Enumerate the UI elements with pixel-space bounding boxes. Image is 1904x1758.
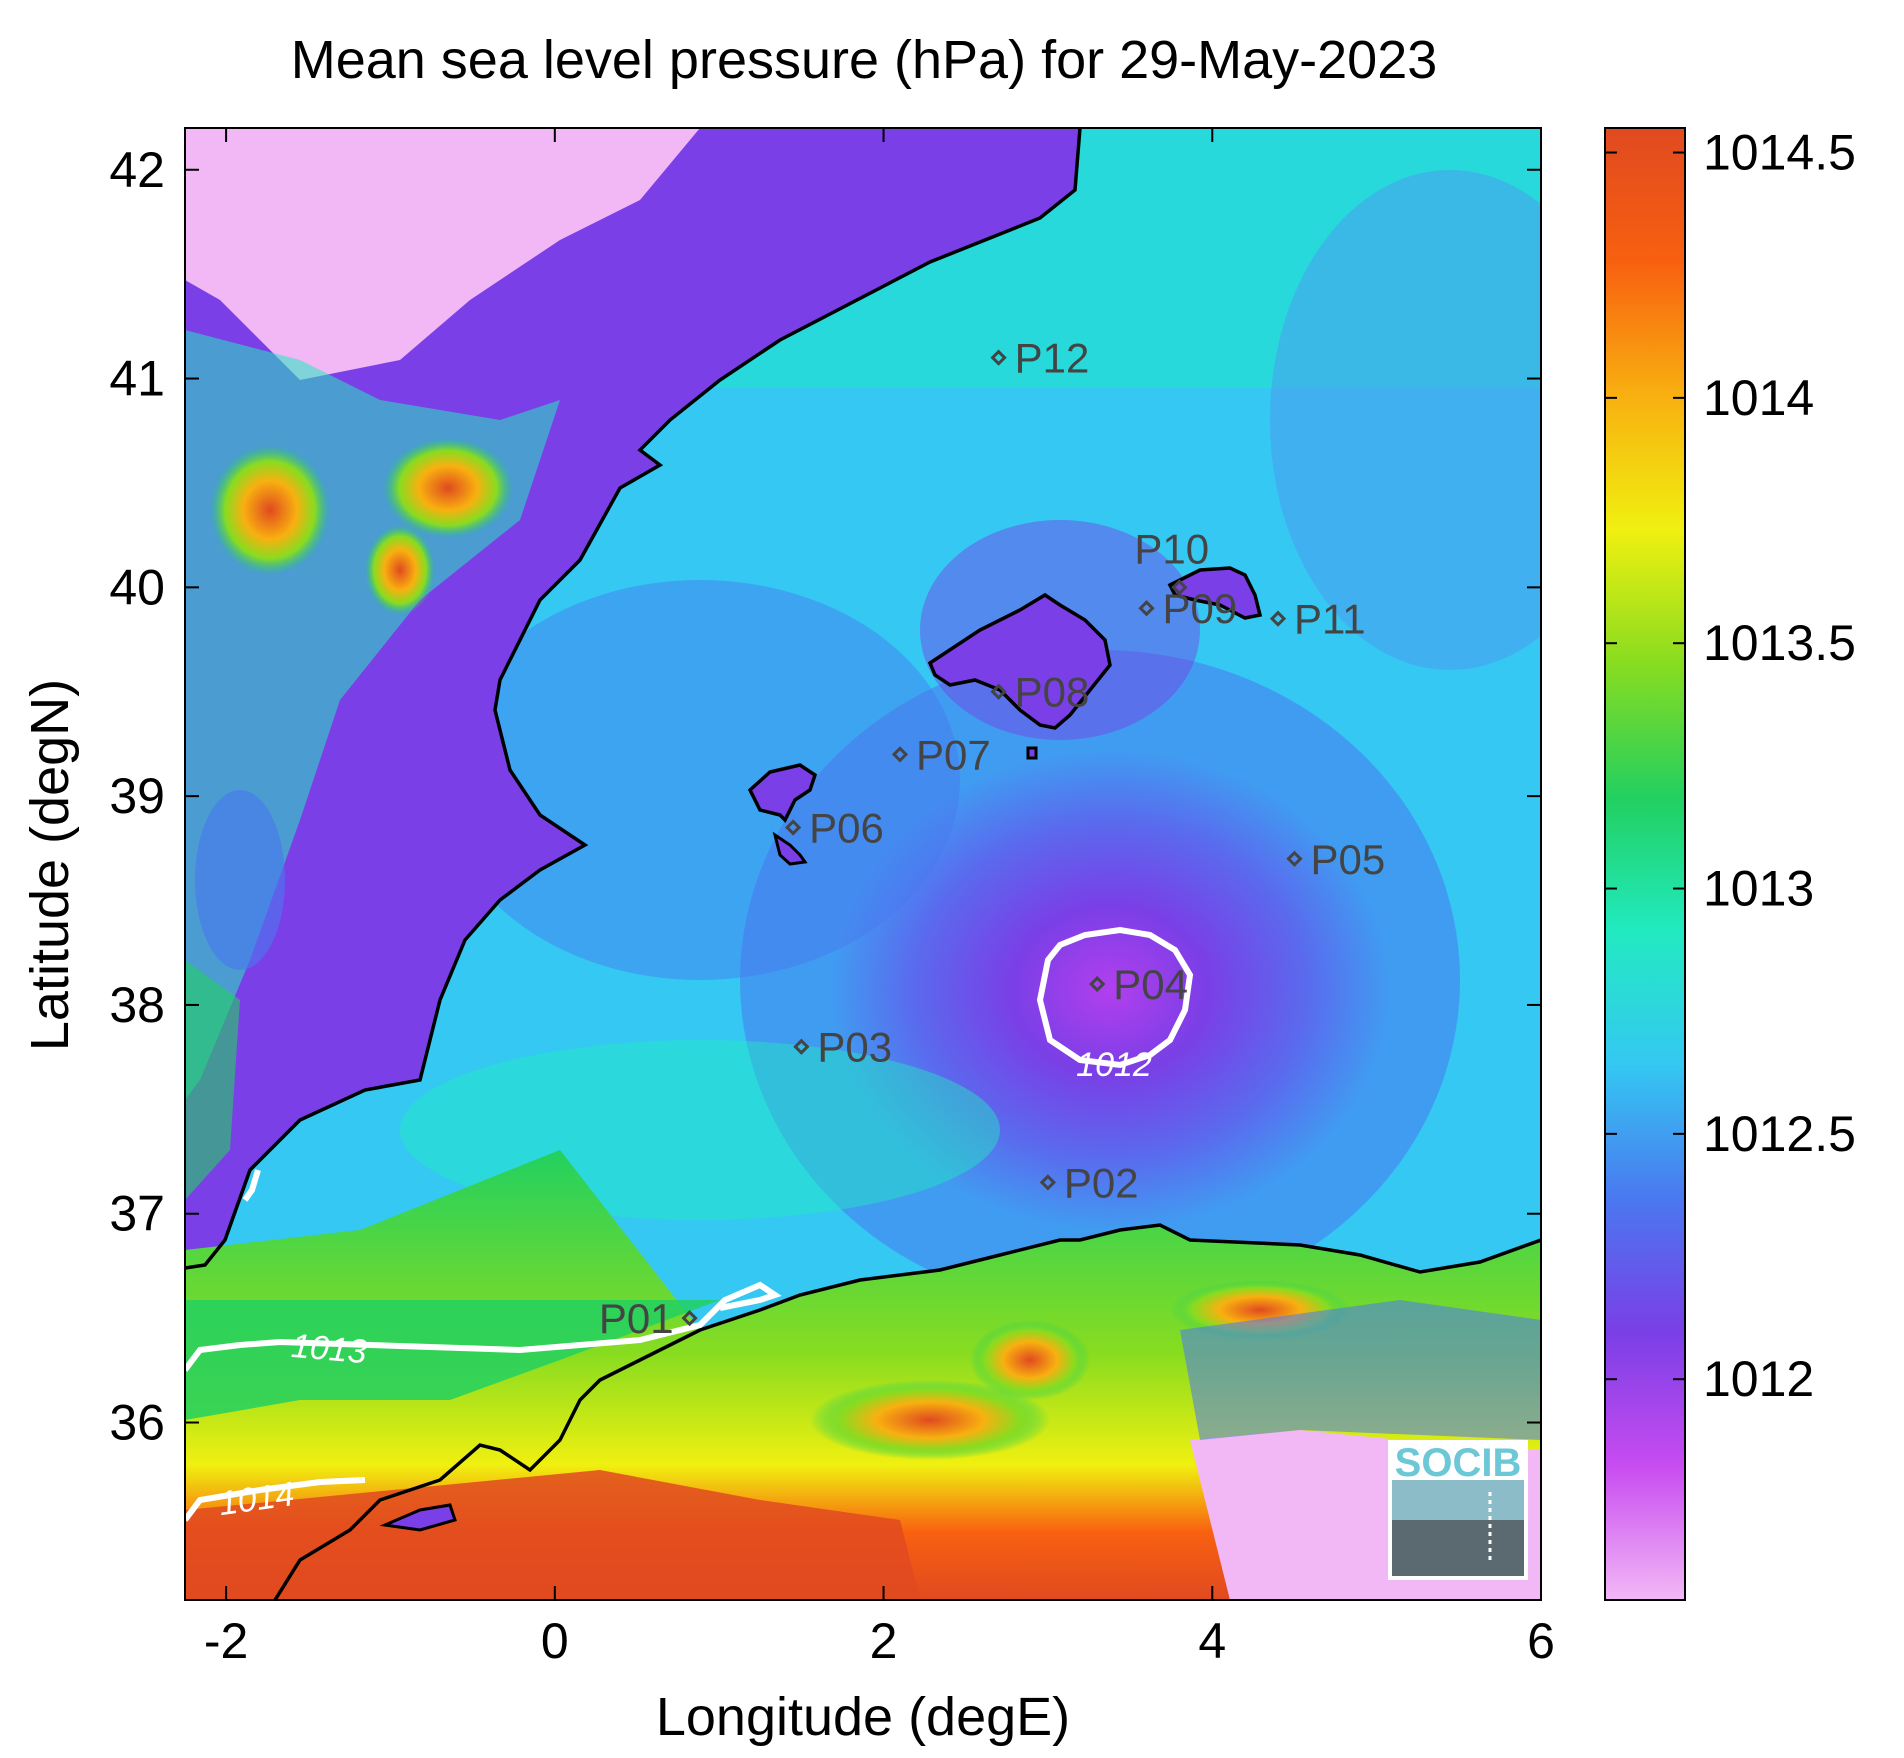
station-marker-p09: [1138, 600, 1155, 617]
station-label-p07: P07: [916, 731, 991, 778]
y-tick-label: 39: [109, 768, 165, 824]
x-tick-label: 2: [870, 1613, 898, 1669]
x-axis: -2 0 2 4 6: [204, 128, 1555, 1669]
alboran-islet: [379, 1503, 457, 1532]
station-marker-p03: [793, 1038, 810, 1055]
colorbar-gradient: [1605, 128, 1685, 1600]
station-label-p08: P08: [1015, 669, 1090, 716]
station-markers: P01 P02 P03 P04 P05 P06 P07 P08 P09 P10 P11 P12: [599, 335, 1385, 1342]
station-label-p02: P02: [1064, 1159, 1139, 1206]
colorbar-tick-label: 1013: [1703, 861, 1814, 917]
station-label-p09: P09: [1163, 585, 1238, 632]
station-marker-p10: [1171, 579, 1188, 596]
station-marker-p04: [1089, 975, 1106, 993]
station-label-p04: P04: [1113, 961, 1188, 1008]
contour-1013-west: [242, 1169, 261, 1202]
map-frame: [184, 127, 1542, 1601]
station-label-p03: P03: [817, 1024, 892, 1071]
station-marker-p06: [785, 819, 802, 836]
station-marker-p01: [681, 1310, 698, 1327]
station-marker-p02: [1039, 1174, 1057, 1191]
x-tick-label: -2: [204, 1613, 248, 1669]
colorbar-tick-label: 1012: [1703, 1351, 1814, 1407]
socib-logo: SOCIB: [1388, 1440, 1528, 1580]
logo-text: SOCIB: [1395, 1441, 1522, 1485]
colorbar-tick-label: 1014.5: [1703, 125, 1856, 181]
low-pressure-center: [830, 750, 1390, 1230]
formentera-island: [772, 831, 808, 866]
station-marker-p11: [1269, 610, 1287, 627]
contour-label-1012: 1012: [1076, 1046, 1152, 1084]
x-tick-label: 0: [541, 1613, 569, 1669]
y-tick-label: 38: [109, 977, 165, 1033]
station-label-p10: P10: [1134, 525, 1209, 572]
colorbar-ticks: 1014.5 1014 1013.5 1013 1012.5 1012: [1605, 125, 1856, 1407]
station-label-p11: P11: [1294, 596, 1366, 643]
africa-coastline: [273, 1223, 1541, 1600]
iberia-coastline: [185, 128, 1082, 1270]
station-label-p12: P12: [1015, 335, 1090, 382]
contour-label-1013: 1013: [290, 1327, 369, 1371]
y-tick-label: 36: [109, 1395, 165, 1451]
colorbar-tick-label: 1013.5: [1703, 615, 1856, 671]
contour-1013: [185, 1281, 782, 1372]
y-axis-label: Latitude (degN): [20, 679, 80, 1051]
map-panel: SOCIB: [185, 128, 1541, 1600]
ibiza-island: [747, 763, 818, 823]
contour-1014: [185, 1477, 366, 1522]
colorbar-tick-label: 1014: [1703, 370, 1814, 426]
station-marker-p12: [990, 349, 1007, 366]
station-marker-p08: [990, 683, 1007, 700]
mallorca-island: [927, 592, 1112, 730]
y-axis: 42 41 40 39 38 37 36: [109, 142, 1541, 1451]
y-tick-label: 37: [109, 1186, 165, 1242]
y-tick-label: 41: [109, 351, 165, 407]
colorbar: 1014.5 1014 1013.5 1013 1012.5 1012: [1604, 125, 1856, 1601]
y-tick-label: 42: [109, 142, 165, 198]
contour-1012: [1036, 926, 1194, 1069]
map-title: Mean sea level pressure (hPa) for 29-May…: [291, 30, 1438, 90]
station-marker-p05: [1286, 850, 1303, 867]
x-tick-label: 6: [1527, 1613, 1555, 1669]
menorca-island: [1167, 566, 1263, 620]
x-tick-label: 4: [1198, 1613, 1226, 1669]
colorbar-tick-label: 1012.5: [1703, 1106, 1856, 1162]
station-label-p05: P05: [1310, 836, 1385, 883]
y-tick-label: 40: [109, 559, 165, 615]
x-axis-label: Longitude (degE): [656, 1687, 1070, 1747]
station-label-p01: P01: [599, 1295, 674, 1342]
cabrera-island: [1026, 746, 1038, 760]
station-marker-p07: [891, 746, 909, 763]
station-label-p06: P06: [809, 804, 884, 851]
